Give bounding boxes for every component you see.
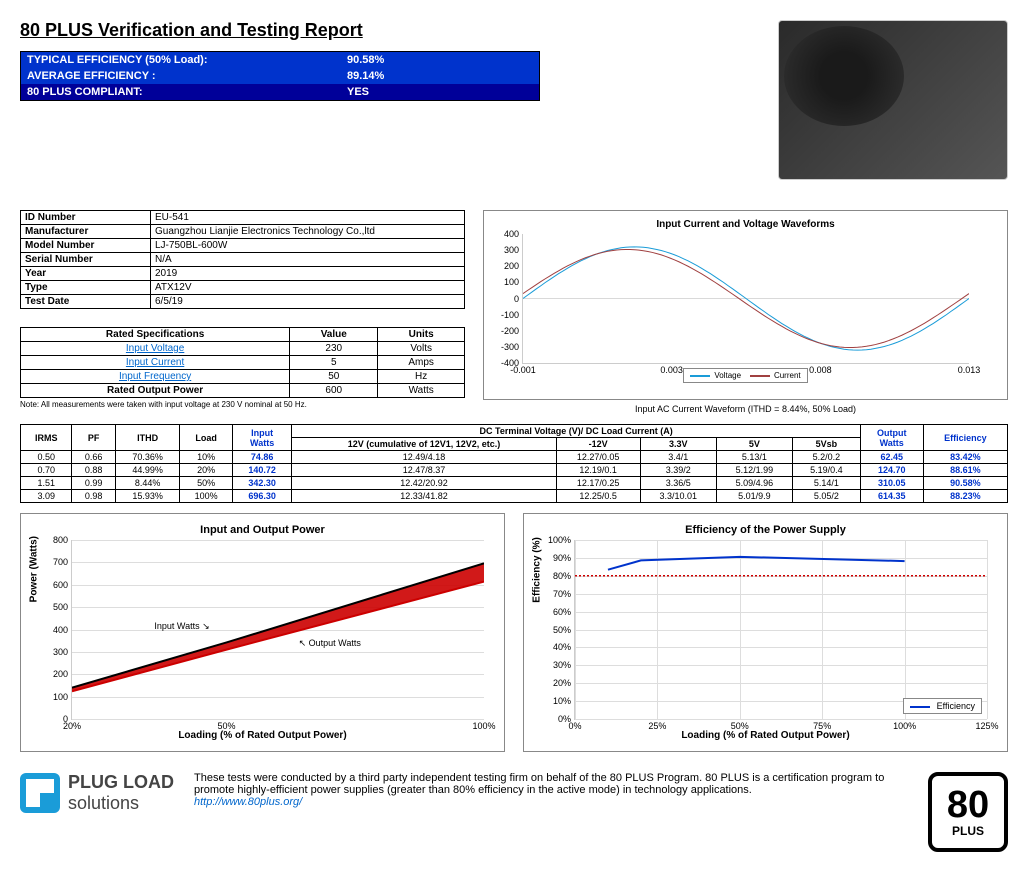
load-test-table: IRMSPFITHDLoadInputWattsDC Terminal Volt… [20,424,1008,503]
id-val: N/A [151,253,465,267]
id-key: Manufacturer [21,225,151,239]
rated-spec-table: Rated SpecificationsValueUnitsInput Volt… [20,327,465,398]
id-key: Type [21,281,151,295]
id-val: 2019 [151,267,465,281]
efficiency-summary: TYPICAL EFFICIENCY (50% Load):90.58% AVE… [20,51,540,101]
id-val: 6/5/19 [151,295,465,309]
waveform-legend: Voltage Current [683,368,807,383]
identification-table: ID NumberEU-541ManufacturerGuangzhou Lia… [20,210,465,309]
id-key: Serial Number [21,253,151,267]
page-title: 80 PLUS Verification and Testing Report [20,20,758,41]
waveform-chart: Input Current and Voltage Waveforms -400… [483,210,1008,400]
charts-section: Input and Output Power Power (Watts) 010… [20,513,1008,752]
plugload-logo: PLUG LOADsolutions [20,772,174,814]
80plus-logo: 80 PLUS [928,772,1008,852]
footer-url[interactable]: http://www.80plus.org/ [194,796,302,808]
id-val: ATX12V [151,281,465,295]
efficiency-chart: Efficiency of the Power Supply Efficienc… [523,513,1008,752]
waveform-caption: Input AC Current Waveform (ITHD = 8.44%,… [483,404,1008,414]
id-val: LJ-750BL-600W [151,239,465,253]
id-key: Model Number [21,239,151,253]
id-key: ID Number [21,211,151,225]
id-key: Test Date [21,295,151,309]
footer-text: These tests were conducted by a third pa… [194,772,908,808]
id-val: EU-541 [151,211,465,225]
footer: PLUG LOADsolutions These tests were cond… [20,772,1008,852]
spec-note: Note: All measurements were taken with i… [20,400,465,409]
product-photo-placeholder [778,20,1008,180]
mid-section: ID NumberEU-541ManufacturerGuangzhou Lia… [20,210,1008,414]
id-key: Year [21,267,151,281]
io-power-chart: Input and Output Power Power (Watts) 010… [20,513,505,752]
id-val: Guangzhou Lianjie Electronics Technology… [151,225,465,239]
plugload-icon [20,773,60,813]
header-section: 80 PLUS Verification and Testing Report … [20,20,1008,180]
report-page: 80 PLUS Verification and Testing Report … [20,20,1008,852]
